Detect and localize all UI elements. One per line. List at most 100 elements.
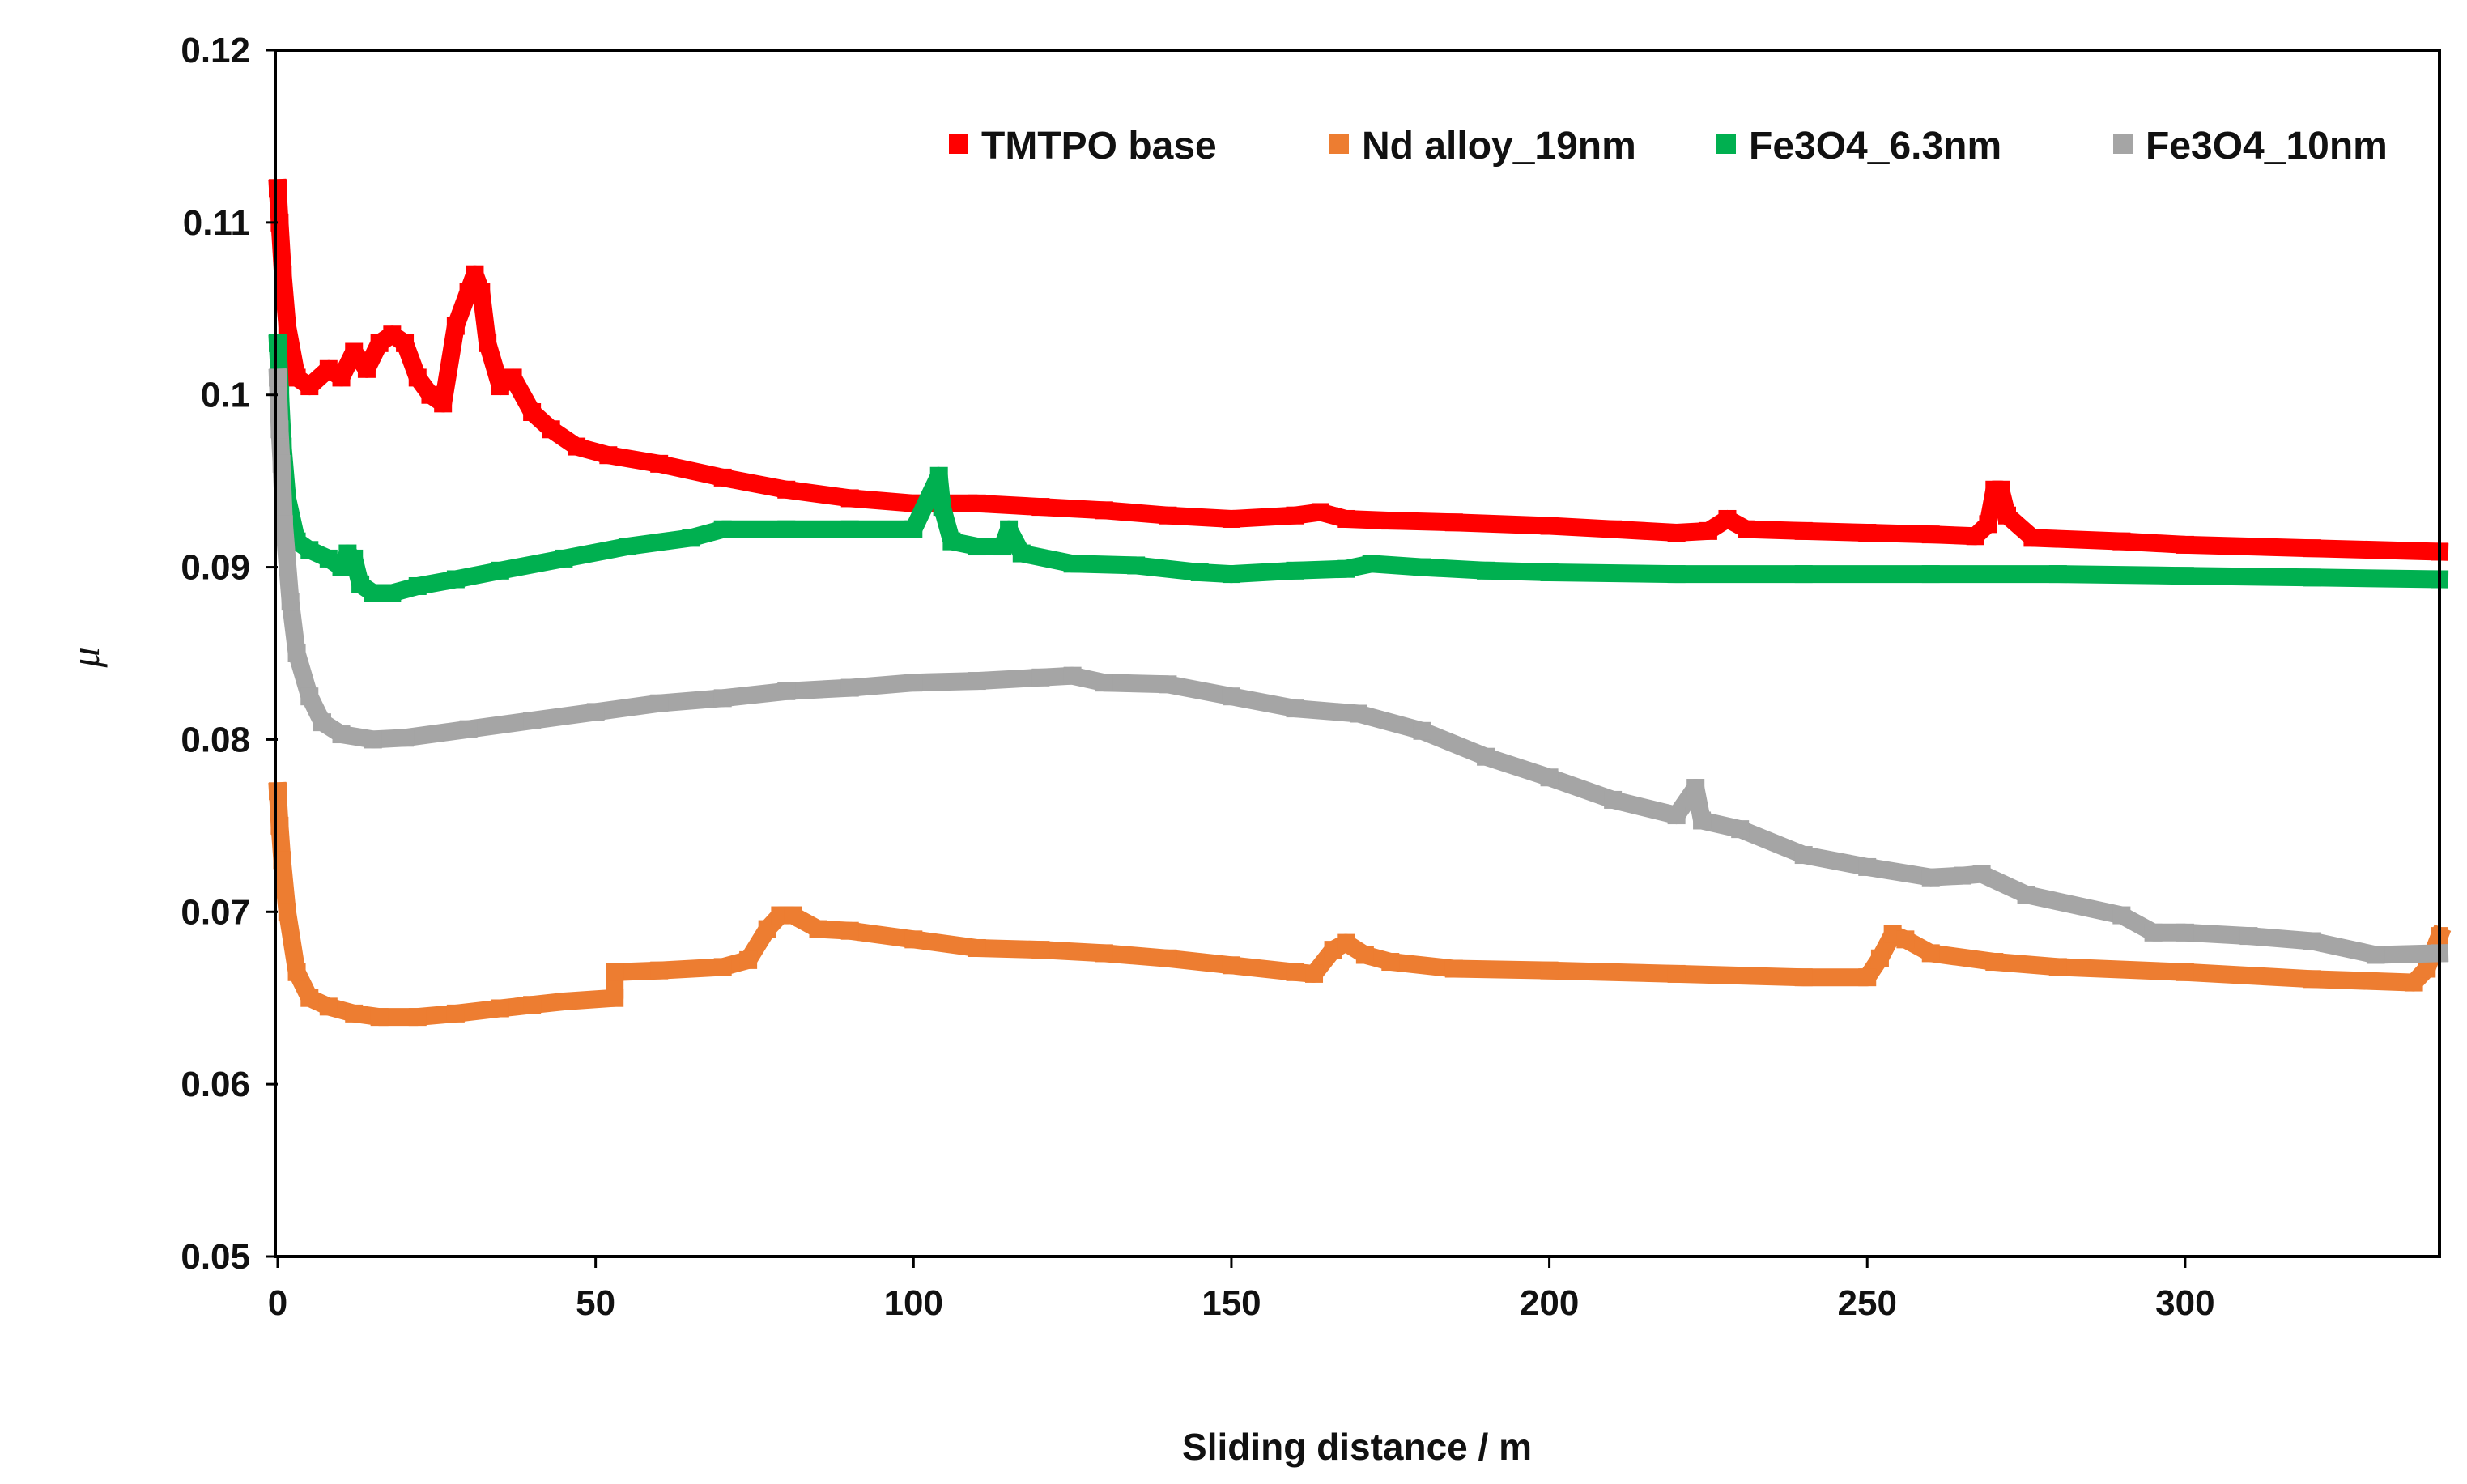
data-point: [269, 368, 287, 387]
data-point: [332, 368, 351, 387]
data-point: [1444, 959, 1463, 978]
data-point: [383, 584, 402, 602]
y-axis-title: μ: [62, 647, 108, 668]
data-point: [555, 992, 573, 1010]
x-tick-label: 150: [1202, 1283, 1261, 1323]
x-tick-label: 200: [1520, 1283, 1579, 1323]
data-point: [1794, 968, 1813, 987]
data-point: [1413, 721, 1431, 740]
data-point: [784, 906, 802, 925]
data-point: [269, 782, 287, 801]
data-point: [2017, 886, 2035, 904]
data-point: [942, 532, 961, 551]
y-tick-label: 0.1: [201, 376, 250, 415]
data-point: [1998, 506, 2016, 525]
data-point: [472, 283, 491, 300]
data-point: [1222, 956, 1240, 975]
data-point: [1738, 520, 1756, 538]
data-point: [2144, 923, 2163, 942]
data-point: [345, 342, 364, 361]
data-point: [270, 420, 289, 439]
data-point: [2303, 539, 2321, 558]
data-point: [840, 921, 859, 940]
data-point: [1355, 946, 1374, 964]
data-point: [1127, 556, 1146, 575]
data-point: [618, 538, 636, 556]
data-point: [300, 687, 319, 706]
data-point: [2239, 927, 2258, 946]
data-point: [408, 576, 427, 595]
data-point: [313, 713, 331, 732]
data-point: [287, 644, 306, 662]
data-point: [777, 480, 796, 499]
data-point: [504, 368, 522, 387]
data-point: [1667, 964, 1686, 983]
data-point: [968, 538, 986, 556]
data-point: [523, 403, 542, 421]
data-point: [1693, 811, 1712, 830]
data-point: [1477, 747, 1495, 766]
data-point: [599, 446, 618, 465]
data-point: [1381, 953, 1400, 972]
data-point: [396, 729, 415, 747]
data-point: [1159, 949, 1177, 967]
data-point: [1686, 779, 1705, 797]
data-point: [1921, 868, 1940, 887]
data-point: [1311, 503, 1329, 521]
data-point: [1286, 963, 1304, 981]
legend-label: TMTPO base: [981, 125, 1217, 168]
data-point: [1031, 668, 1050, 687]
data-point: [270, 816, 289, 835]
y-tick-label: 0.08: [181, 720, 250, 759]
data-point: [491, 561, 509, 580]
data-point: [274, 515, 293, 534]
data-point: [1063, 555, 1082, 573]
data-point: [273, 851, 291, 870]
data-point: [2405, 973, 2423, 992]
data-point: [1337, 559, 1355, 578]
data-point: [459, 720, 478, 738]
data-point: [466, 265, 484, 283]
data-point: [840, 678, 859, 697]
data-point: [1540, 768, 1559, 787]
data-point: [364, 584, 382, 602]
x-axis-title: Sliding distance / m: [1182, 1426, 1532, 1468]
data-point: [904, 930, 923, 949]
data-point: [300, 989, 319, 1007]
data-point: [1540, 517, 1559, 535]
data-point: [1444, 513, 1463, 532]
data-point: [434, 394, 453, 413]
data-point: [1604, 790, 1623, 809]
data-point: [1337, 933, 1355, 952]
data-point: [650, 961, 669, 980]
legend-label: Fe3O4_6.3nm: [1749, 125, 2001, 168]
data-point: [929, 466, 948, 485]
data-point: [809, 920, 827, 938]
data-point: [1000, 520, 1019, 538]
data-point: [269, 179, 287, 198]
plot-area-frame: [274, 49, 2441, 1258]
series-0: [268, 178, 2449, 561]
data-point: [396, 334, 415, 352]
data-point: [713, 689, 732, 708]
legend: TMTPO base Nd alloy_19nm Fe3O4_6.3nm Fe3O4_…: [949, 125, 2388, 168]
data-point: [840, 520, 859, 538]
data-point: [446, 1004, 465, 1023]
data-point: [2176, 923, 2194, 942]
data-point: [1972, 865, 1991, 883]
data-point: [713, 958, 732, 976]
data-point: [606, 989, 624, 1007]
y-tick-label: 0.11: [183, 203, 250, 243]
data-point: [1095, 674, 1113, 692]
data-point: [1699, 521, 1717, 540]
data-point: [269, 334, 287, 352]
data-point: [272, 454, 291, 473]
data-point: [1286, 506, 1304, 525]
data-point: [993, 538, 1012, 556]
data-point: [1718, 509, 1737, 528]
data-point: [479, 334, 497, 352]
data-point: [1896, 930, 1915, 949]
data-point: [568, 437, 586, 456]
data-point: [1012, 544, 1031, 563]
